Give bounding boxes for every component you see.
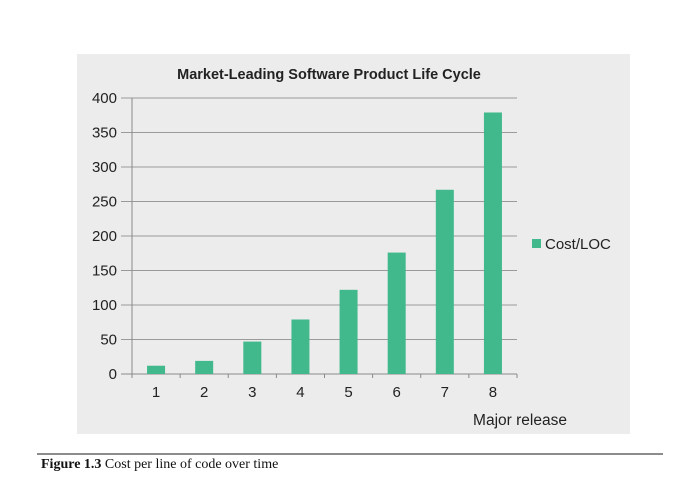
x-axis-label: Major release [473, 412, 567, 429]
legend-swatch [532, 239, 541, 248]
bar [195, 360, 214, 374]
bar [291, 319, 310, 374]
legend-label: Cost/LOC [545, 236, 611, 253]
y-tick-label: 200 [92, 228, 117, 245]
bar [243, 341, 262, 374]
y-tick-label: 350 [92, 125, 117, 142]
bar [387, 252, 406, 374]
bar-chart: Market-Leading Software Product Life Cyc… [92, 67, 611, 429]
chart-panel: Market-Leading Software Product Life Cyc… [77, 54, 630, 434]
y-axis-ticks: 0 50 100 150 200 250 300 350 400 [92, 90, 117, 383]
x-tick-label: 7 [441, 384, 449, 401]
y-tick-label: 0 [109, 366, 117, 383]
bar [483, 112, 502, 375]
caption-divider [37, 453, 663, 455]
figure-label: Figure 1.3 [41, 457, 102, 472]
x-tick-label: 4 [296, 384, 304, 401]
bar [435, 189, 454, 374]
y-tick-label: 50 [100, 332, 117, 349]
caption-text: Cost per line of code over time [101, 457, 279, 472]
x-tick-label: 5 [344, 384, 352, 401]
figure-caption: Figure 1.3 Cost per line of code over ti… [41, 457, 278, 473]
y-tick-label: 150 [92, 263, 117, 280]
bars [147, 112, 502, 375]
bar [147, 365, 166, 374]
x-tick-label: 3 [248, 384, 256, 401]
y-tick-label: 250 [92, 194, 117, 211]
legend: Cost/LOC [532, 236, 611, 253]
x-tick-label: 2 [200, 384, 208, 401]
x-tick-label: 6 [393, 384, 401, 401]
y-tick-label: 300 [92, 159, 117, 176]
x-tick-label: 1 [152, 384, 160, 401]
grid-lines [121, 97, 517, 378]
chart-title: Market-Leading Software Product Life Cyc… [177, 67, 481, 83]
x-tick-label: 8 [489, 384, 497, 401]
y-tick-label: 100 [92, 297, 117, 314]
bar [339, 289, 358, 374]
x-axis-ticks: 1 2 3 4 5 6 7 8 [152, 374, 518, 401]
y-tick-label: 400 [92, 90, 117, 107]
